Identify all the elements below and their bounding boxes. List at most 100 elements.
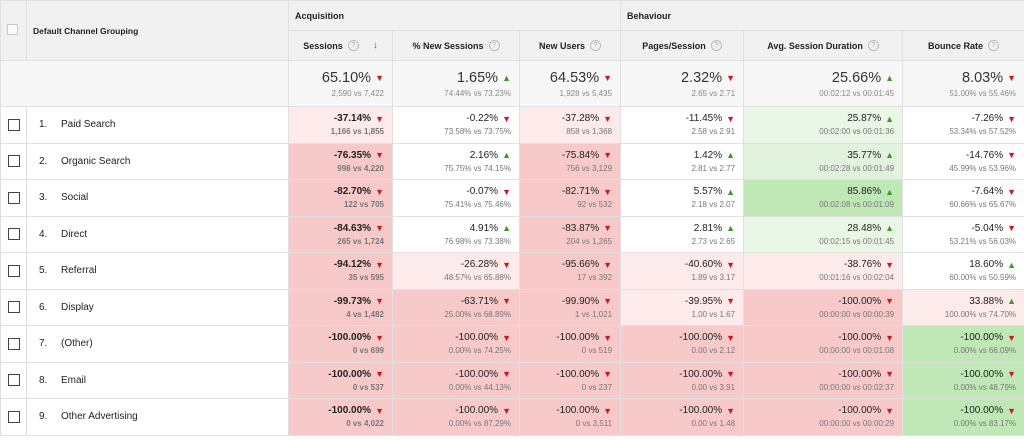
row-select-cell[interactable] — [0, 325, 27, 363]
metric-cell: -100.00% ▼ 0 vs 537 — [288, 361, 393, 399]
metric-change: 18.60% ▲ — [903, 259, 1016, 270]
arrow-down-icon: ▼ — [603, 223, 613, 234]
metric-cell: -83.87% ▼ 204 vs 1,265 — [518, 215, 622, 253]
metric-cell: -38.76% ▼ 00:01:16 vs 00:02:04 — [743, 252, 904, 290]
channel-link[interactable]: (Other) — [61, 338, 93, 350]
row-checkbox[interactable] — [7, 337, 20, 350]
totals-label-cell — [0, 60, 289, 107]
row-number: 4. — [39, 228, 48, 240]
metric-cell: -100.00% ▼ 0.00% vs 74.25% — [392, 325, 520, 363]
arrow-down-icon: ▼ — [502, 259, 511, 270]
row-select-cell[interactable] — [0, 398, 27, 436]
metric-change: -100.00% ▼ — [289, 369, 384, 380]
column-header[interactable]: Pages/Session? — [620, 30, 745, 61]
channel-link[interactable]: Organic Search — [61, 155, 131, 167]
channel-link[interactable]: Social — [61, 192, 89, 204]
select-all-checkbox[interactable] — [7, 24, 18, 35]
row-select-cell[interactable] — [0, 215, 27, 253]
help-icon[interactable]: ? — [347, 40, 359, 52]
row-select-cell[interactable] — [0, 288, 27, 326]
sort-arrow-icon[interactable]: ↓ — [372, 40, 378, 52]
metric-compare: 0.00 vs 1.48 — [691, 419, 736, 429]
column-header[interactable]: Avg. Session Duration? — [743, 30, 904, 61]
column-header[interactable]: % New Sessions? — [392, 30, 520, 61]
arrow-up-icon: ▲ — [726, 223, 736, 234]
arrow-down-icon: ▼ — [726, 369, 736, 380]
row-number: 3. — [39, 192, 48, 204]
channel-link[interactable]: Other Advertising — [61, 411, 138, 423]
arrow-up-icon: ▲ — [1007, 296, 1017, 307]
metric-compare: 0.00% vs 83.17% — [953, 419, 1017, 429]
column-header-label: Bounce Rate — [928, 40, 984, 51]
row-checkbox[interactable] — [7, 155, 20, 168]
metric-cell: -94.12% ▼ 35 vs 595 — [288, 252, 393, 290]
arrow-down-icon: ▼ — [885, 296, 895, 307]
help-icon[interactable]: ? — [988, 40, 1000, 52]
column-header-label: Avg. Session Duration — [767, 40, 863, 51]
channel-link[interactable]: Email — [61, 374, 87, 386]
column-header-label: Pages/Session — [642, 40, 706, 51]
help-icon[interactable]: ? — [867, 40, 879, 52]
metric-cell: -99.90% ▼ 1 vs 1,021 — [518, 288, 622, 326]
select-all-cell[interactable] — [0, 0, 27, 61]
row-select-cell[interactable] — [0, 252, 27, 290]
help-icon[interactable]: ? — [590, 40, 602, 52]
channel-link[interactable]: Paid Search — [61, 119, 116, 131]
arrow-down-icon: ▼ — [375, 369, 384, 380]
row-checkbox[interactable] — [7, 228, 20, 241]
arrow-down-icon: ▼ — [726, 405, 736, 416]
metric-change: -83.87% ▼ — [520, 223, 612, 234]
channel-link[interactable]: Display — [61, 301, 94, 313]
row-checkbox[interactable] — [7, 191, 20, 204]
total-value: 65.10% — [321, 69, 372, 86]
help-icon[interactable]: ? — [488, 40, 500, 52]
row-checkbox[interactable] — [7, 118, 20, 131]
row-checkbox[interactable] — [7, 374, 20, 387]
metric-change: -100.00% ▼ — [744, 296, 894, 307]
metric-change-value: -100.00% — [679, 332, 723, 344]
metric-compare: 00:00:00 vs 00:00:29 — [819, 419, 895, 429]
row-checkbox[interactable] — [7, 264, 20, 277]
row-select-cell[interactable] — [0, 106, 27, 144]
table-row: 6. Display -99.73% ▼ 4 vs 1,482 -63.71% ▼ 25.00… — [0, 288, 1024, 326]
arrow-down-icon: ▼ — [726, 296, 736, 307]
row-select-cell[interactable] — [0, 142, 27, 180]
metric-change: -100.00% ▼ — [393, 369, 511, 380]
channel-name-cell: 4. Direct — [26, 215, 289, 253]
arrow-down-icon: ▼ — [726, 259, 736, 270]
table-row: 3. Social -82.70% ▼ 122 vs 705 -0.07% ▼ 75.41% … — [0, 179, 1024, 217]
metric-cell: 18.60% ▲ 60.00% vs 50.59% — [902, 252, 1024, 290]
dimension-header[interactable]: Default Channel Grouping — [26, 0, 289, 61]
metric-compare: 00:00:00 vs 00:00:39 — [819, 309, 895, 319]
metric-compare: 0.00% vs 44.13% — [448, 382, 511, 392]
row-select-cell[interactable] — [0, 361, 27, 399]
channel-link[interactable]: Direct — [61, 228, 88, 240]
table-row: 2. Organic Search -76.35% ▼ 998 vs 4,220 2.16… — [0, 142, 1024, 180]
metric-change: -38.76% ▼ — [744, 259, 894, 270]
column-header[interactable]: New Users? — [518, 30, 622, 61]
arrow-down-icon: ▼ — [726, 72, 736, 83]
metric-compare: 00:02:28 vs 00:01:49 — [819, 163, 895, 173]
metric-cell: -7.26% ▼ 53.34% vs 57.52% — [902, 106, 1024, 144]
total-cell: 2.32% ▼ 2.65 vs 2.71 — [620, 60, 745, 107]
total-cell: 64.53% ▼ 1,928 vs 5,435 — [518, 60, 622, 107]
arrow-down-icon: ▼ — [885, 259, 895, 270]
channel-link[interactable]: Referral — [61, 265, 97, 277]
metric-change-value: -7.26% — [971, 113, 1004, 125]
metric-cell: -100.00% ▼ 0.00 vs 2.12 — [620, 325, 745, 363]
row-checkbox[interactable] — [7, 301, 20, 314]
metric-change: -99.90% ▼ — [520, 296, 612, 307]
metric-change: -0.22% ▼ — [393, 113, 511, 124]
row-checkbox[interactable] — [7, 410, 20, 423]
arrow-down-icon: ▼ — [603, 113, 613, 124]
help-icon[interactable]: ? — [710, 40, 722, 52]
metric-change: 2.16% ▲ — [393, 150, 511, 161]
metric-change-value: 4.91% — [469, 222, 499, 234]
column-header[interactable]: Bounce Rate? — [902, 30, 1024, 61]
arrow-down-icon: ▼ — [1007, 150, 1017, 161]
total-cell: 8.03% ▼ 51.00% vs 55.46% — [902, 60, 1024, 107]
channel-name-cell: 2. Organic Search — [26, 142, 289, 180]
column-header[interactable]: Sessions? ↓ — [288, 30, 393, 61]
arrow-down-icon: ▼ — [502, 332, 511, 343]
row-select-cell[interactable] — [0, 179, 27, 217]
